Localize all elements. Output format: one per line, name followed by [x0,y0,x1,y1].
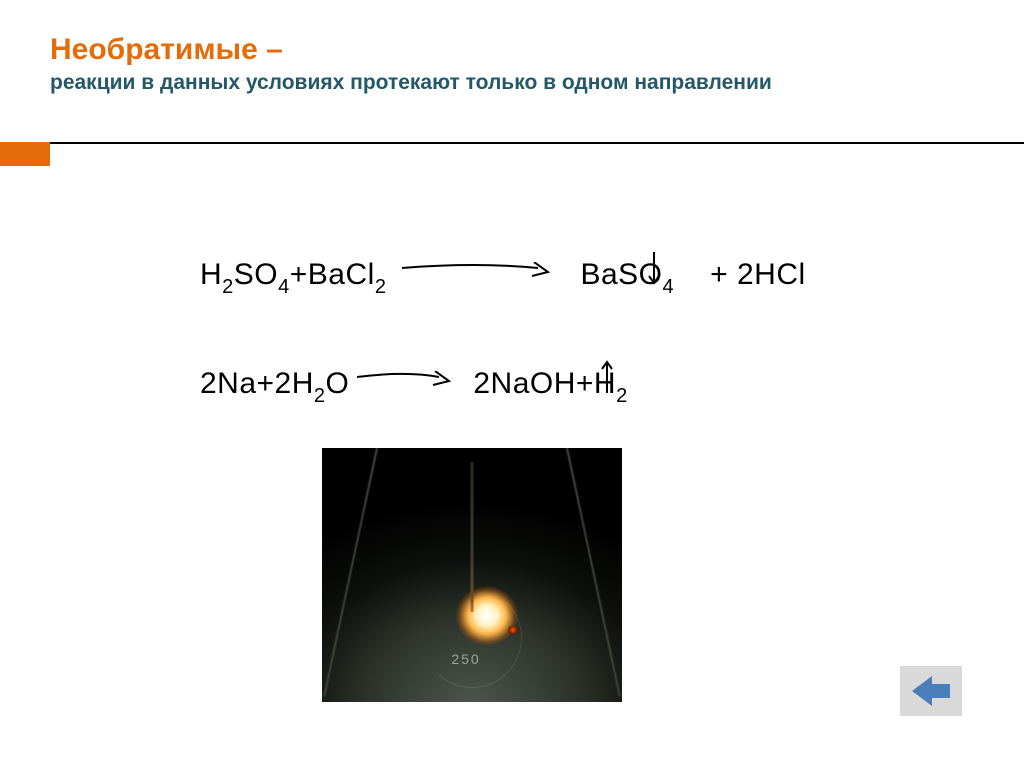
equation-subscript: 4 [278,276,290,298]
equation-row: H2SO4+BaCl2 BaSO 4+ 2HCl [200,258,920,297]
equations-block: H2SO4+BaCl2 BaSO 4+ 2HCl2Na+2H2O 2NaOH+H… [200,258,920,406]
flask-edge [566,448,621,697]
back-button[interactable] [900,666,962,716]
equation-text: SO [234,258,278,291]
equation-text: 2NaOH+H [473,367,616,400]
equation-text: O [326,367,350,400]
flask-graduation-arc [422,588,522,688]
reaction-photo-image: 250 [322,448,622,702]
reaction-arrow-icon [400,262,550,288]
slide: Необратимые – реакции в данных условиях … [0,0,1024,768]
equation-subscript: 2 [314,385,326,407]
flask-graduation-label: 250 [451,651,480,667]
equation-subscript: 2 [616,385,628,407]
equation-text: 2Na+2H [200,367,314,400]
flask-edge [323,448,378,697]
reaction-arrow-icon [355,371,451,397]
slide-title: Необратимые – реакции в данных условиях … [50,32,930,96]
reaction-photo: 250 [322,448,622,702]
title-subtitle: реакции в данных условиях протекают толь… [50,70,930,96]
equation-text: + 2HCl [710,258,806,291]
arrow-left-icon [912,676,950,706]
title-rule [50,142,1024,144]
accent-bar [0,142,50,166]
equation-row: 2Na+2H2O 2NaOH+H 2 [200,367,920,406]
equation-text: H [200,258,222,291]
equation-text: +BaCl [290,258,375,291]
title-highlight: Необратимые – [50,32,930,68]
equation-subscript: 2 [222,276,234,298]
equation-subscript: 4 [663,276,675,298]
equation-subscript: 2 [375,276,387,298]
